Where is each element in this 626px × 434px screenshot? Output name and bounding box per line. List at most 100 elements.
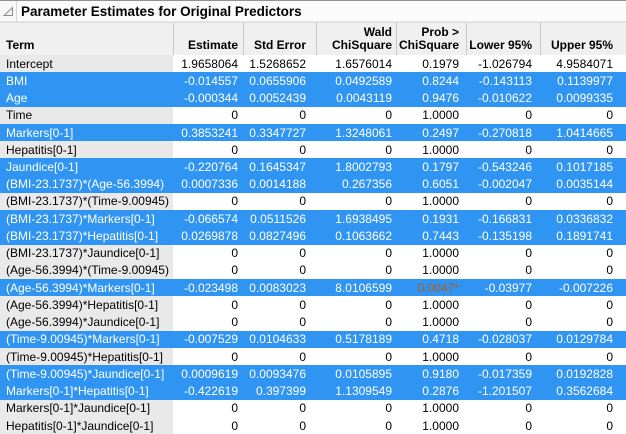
wald-chisquare-cell: 1.6576014	[335, 56, 392, 71]
lower-95-cell: 0	[525, 263, 532, 278]
term-cell: Time	[0, 106, 173, 124]
upper-95-cell: 0.0192828	[556, 366, 613, 381]
std-error-cell: 0	[299, 108, 306, 123]
table-row[interactable]: (Age-56.3994)*Markers[0-1] -0.023498 0.0…	[0, 279, 626, 297]
table-row[interactable]: (Age-56.3994)*(Time-9.00945) 0 0 0 1.000…	[0, 261, 626, 280]
estimate-cell: 0	[231, 349, 238, 364]
term-cell: Markers[0-1]*Jaundice[0-1]	[0, 399, 173, 417]
wald-chisquare-cell: 1.3248061	[335, 125, 392, 140]
wald-chisquare-cell: 0	[385, 246, 392, 261]
table-row[interactable]: Hepatitis[0-1] 0 0 0 1.0000 0 0	[0, 141, 626, 159]
lower-95-cell: 0	[525, 418, 532, 433]
wald-chisquare-cell: 0	[385, 315, 392, 330]
prob-chisquare-cell: 0.7443	[422, 228, 459, 243]
table-row[interactable]: Jaundice[0-1] -0.220764 0.1645347 1.8002…	[0, 158, 626, 176]
estimate-cell: 0.0009619	[181, 366, 238, 381]
outline-title-bar: Parameter Estimates for Original Predict…	[0, 0, 626, 22]
table-row[interactable]: Intercept 1.9658064 1.5268652 1.6576014 …	[0, 55, 626, 73]
prob-chisquare-cell: 1.0000	[422, 349, 459, 364]
table-row[interactable]: (Time-9.00945)*Markers[0-1] -0.007529 0.…	[0, 330, 626, 348]
prob-chisquare-cell: 0.1797	[422, 160, 459, 175]
table-row[interactable]: (BMI-23.1737)*(Time-9.00945) 0 0 0 1.000…	[0, 192, 626, 211]
std-error-cell: 0.0083023	[249, 280, 306, 295]
prob-chisquare-cell: 1.0000	[422, 418, 459, 433]
column-header-upper-95[interactable]: Upper 95%	[540, 23, 626, 55]
term-cell: (BMI-23.1737)*Markers[0-1]	[6, 211, 155, 226]
std-error-cell: 0	[299, 401, 306, 416]
prob-chisquare-cell: 0.2876	[422, 384, 459, 399]
estimate-cell: -0.066574	[183, 211, 238, 226]
table-row[interactable]: Markers[0-1] 0.3853241 0.3347727 1.32480…	[0, 123, 626, 142]
term-cell: Hepatitis[0-1]	[0, 141, 173, 159]
term-cell: Markers[0-1]*Hepatitis[0-1]	[6, 384, 149, 399]
column-header-prob-chisquare[interactable]: Prob > ChiSquare	[396, 23, 466, 55]
term-cell: BMI	[6, 73, 28, 88]
estimate-cell: -0.220764	[183, 160, 238, 175]
upper-95-cell: 0	[606, 418, 613, 433]
wald-chisquare-cell: 0	[385, 263, 392, 278]
table-row[interactable]: Markers[0-1]*Hepatitis[0-1] -0.422619 0.…	[0, 382, 626, 400]
column-header-term[interactable]: Term	[6, 38, 35, 52]
lower-95-cell: 0	[525, 315, 532, 330]
upper-95-cell: 0	[606, 246, 613, 261]
table-row[interactable]: (BMI-23.1737)*(Age-56.3994) 0.0007336 0.…	[0, 175, 626, 193]
table-row[interactable]: BMI -0.014557 0.0655906 0.0492589 0.8244…	[0, 72, 626, 90]
estimate-cell: -0.014557	[183, 73, 238, 88]
table-row[interactable]: (BMI-23.1737)*Jaundice[0-1] 0 0 0 1.0000…	[0, 244, 626, 262]
column-header-wald-chisquare[interactable]: Wald ChiSquare	[316, 23, 396, 55]
upper-95-cell: 4.9584071	[556, 56, 613, 71]
prob-chisquare-cell: 1.0000	[422, 142, 459, 157]
prob-chisquare-cell: 1.0000	[422, 263, 459, 278]
lower-95-cell: 0	[525, 349, 532, 364]
estimate-cell: 0	[231, 401, 238, 416]
table-row[interactable]: (Age-56.3994)*Hepatitis[0-1] 0 0 0 1.000…	[0, 296, 626, 314]
disclosure-triangle-icon[interactable]	[0, 1, 17, 21]
column-header-estimate[interactable]: Estimate	[173, 23, 243, 55]
table-row[interactable]: (BMI-23.1737)*Markers[0-1] -0.066574 0.0…	[0, 210, 626, 228]
table-row[interactable]: Markers[0-1]*Jaundice[0-1] 0 0 0 1.0000 …	[0, 399, 626, 417]
upper-95-cell: 0.1139977	[557, 73, 613, 88]
term-cell: (Time-9.00945)*Markers[0-1]	[6, 332, 160, 347]
estimate-cell: 0	[231, 297, 238, 312]
column-header-std-error[interactable]: Std Error	[243, 23, 316, 55]
term-cell: Hepatitis[0-1]*Jaundice[0-1]	[0, 416, 173, 434]
prob-chisquare-cell: 1.0000	[422, 246, 459, 261]
lower-95-cell: -1.201507	[477, 384, 532, 399]
wald-chisquare-cell: 0	[385, 297, 392, 312]
std-error-cell: 0.0104633	[249, 332, 306, 347]
estimate-cell: 0	[231, 108, 238, 123]
upper-95-cell: 0.0099335	[556, 91, 613, 106]
term-cell: (BMI-23.1737)*Jaundice[0-1]	[0, 244, 173, 262]
estimate-cell: 0	[231, 315, 238, 330]
table-row[interactable]: Time 0 0 0 1.0000 0 0	[0, 106, 626, 124]
prob-chisquare-cell: 0.0047*	[417, 280, 459, 295]
term-cell: (Age-56.3994)*Jaundice[0-1]	[0, 313, 173, 331]
table-row[interactable]: (Time-9.00945)*Jaundice[0-1] 0.0009619 0…	[0, 365, 626, 383]
estimate-cell: 0	[231, 194, 238, 209]
table-row[interactable]: (BMI-23.1737)*Hepatitis[0-1] 0.0269878 0…	[0, 227, 626, 245]
table-row[interactable]: (Age-56.3994)*Jaundice[0-1] 0 0 0 1.0000…	[0, 313, 626, 331]
upper-95-cell: 0	[606, 194, 613, 209]
wald-chisquare-cell: 0.0043119	[336, 91, 392, 106]
wald-chisquare-cell: 0.0492589	[335, 73, 392, 88]
upper-95-cell: 0.1891741	[556, 228, 613, 243]
term-cell: (BMI-23.1737)*Hepatitis[0-1]	[6, 228, 159, 243]
lower-95-cell: -0.135198	[477, 228, 532, 243]
std-error-cell: 0.0511526	[250, 211, 306, 226]
estimate-cell: 0	[231, 263, 238, 278]
prob-chisquare-cell: 1.0000	[422, 401, 459, 416]
lower-95-cell: -0.543246	[477, 160, 532, 175]
wald-chisquare-cell: 8.0106599	[335, 280, 392, 295]
lower-95-cell: -0.270818	[477, 125, 532, 140]
prob-chisquare-cell: 0.9180	[422, 366, 459, 381]
wald-chisquare-cell: 0	[385, 401, 392, 416]
table-row[interactable]: Hepatitis[0-1]*Jaundice[0-1] 0 0 0 1.000…	[0, 416, 626, 434]
table-row[interactable]: Age -0.000344 0.0052439 0.0043119 0.9476…	[0, 89, 626, 107]
upper-95-cell: 0	[606, 349, 613, 364]
prob-chisquare-cell: 0.2497	[422, 125, 459, 140]
upper-95-cell: 0.3562684	[556, 384, 613, 399]
std-error-cell: 0	[299, 246, 306, 261]
table-row[interactable]: (Time-9.00945)*Hepatitis[0-1] 0 0 0 1.00…	[0, 347, 626, 366]
column-header-lower-95[interactable]: Lower 95%	[466, 23, 540, 55]
term-cell: Age	[6, 91, 28, 106]
